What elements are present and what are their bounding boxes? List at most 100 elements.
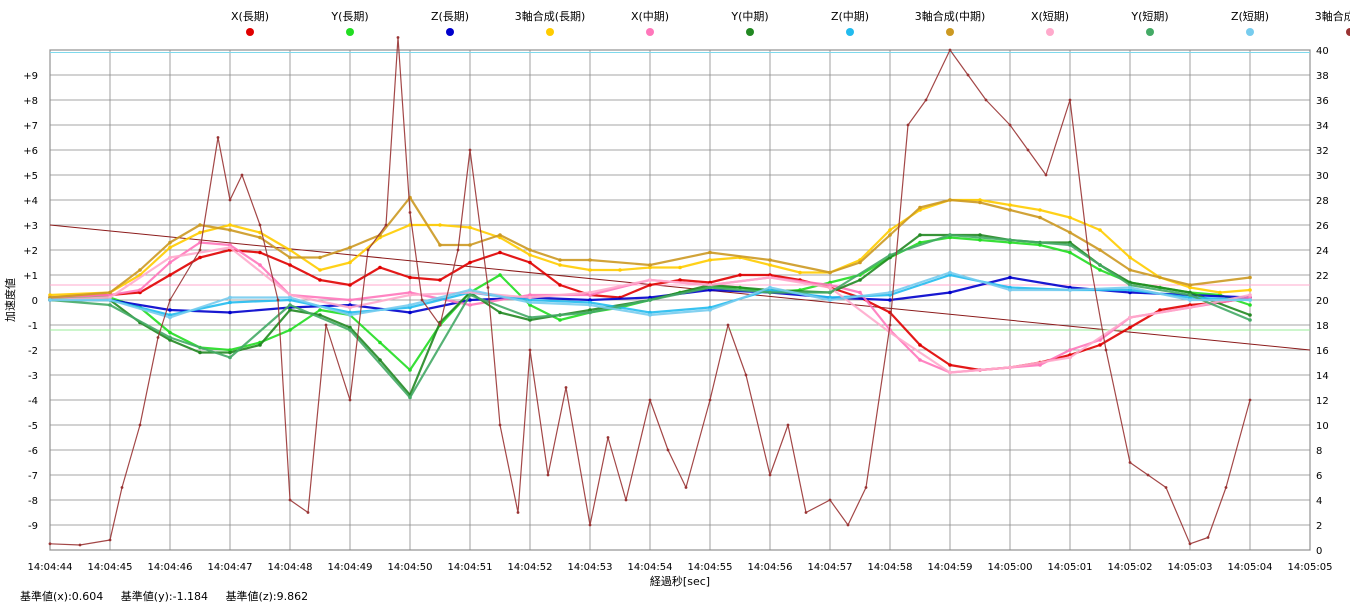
- data-point: [258, 343, 262, 347]
- data-point: [564, 386, 568, 389]
- x-tick-label: 14:04:59: [928, 562, 973, 573]
- data-point: [648, 265, 652, 270]
- data-point: [726, 323, 730, 327]
- legend-item: 3軸合成(長期): [490, 8, 610, 36]
- data-point: [120, 486, 124, 489]
- data-point: [288, 293, 292, 297]
- baseline-y-value: 基準値(y):-1.184: [120, 590, 209, 603]
- x-tick-label: 14:04:55: [688, 562, 733, 573]
- data-point: [1128, 290, 1132, 295]
- data-point: [558, 318, 562, 322]
- data-point: [228, 245, 232, 250]
- data-point: [618, 268, 622, 272]
- data-point: [828, 285, 832, 290]
- data-point: [978, 198, 982, 202]
- data-point: [858, 290, 862, 295]
- data-point: [288, 298, 292, 302]
- data-point: [468, 293, 472, 297]
- y-left-tick-label: -9: [28, 521, 38, 532]
- data-point: [228, 228, 232, 232]
- data-point: [1248, 298, 1252, 302]
- legend-label: Y(長期): [331, 10, 369, 23]
- data-point: [1128, 285, 1132, 290]
- legend-swatch: [1046, 28, 1054, 36]
- data-point: [828, 290, 832, 295]
- data-point: [648, 295, 652, 300]
- legend-swatch: [1246, 28, 1254, 36]
- legend-swatch: [746, 28, 754, 36]
- data-point: [48, 542, 52, 546]
- data-point: [768, 288, 772, 292]
- data-point: [648, 398, 652, 402]
- data-point: [228, 223, 232, 227]
- x-tick-label: 14:05:02: [1108, 562, 1153, 573]
- data-point: [288, 308, 292, 312]
- data-point: [828, 270, 832, 275]
- data-point: [456, 248, 460, 252]
- data-point: [1008, 208, 1012, 212]
- legend-swatch: [546, 28, 554, 36]
- data-point: [408, 303, 412, 307]
- data-point: [258, 223, 262, 227]
- data-point: [1218, 290, 1222, 295]
- y-axis-label: 加速度値: [3, 278, 17, 322]
- x-tick-label: 14:04:48: [268, 562, 313, 573]
- data-point: [306, 511, 310, 514]
- data-point: [348, 398, 352, 402]
- data-point: [528, 260, 532, 265]
- data-point: [168, 260, 172, 265]
- data-point: [348, 303, 352, 307]
- data-point: [48, 298, 52, 302]
- data-point: [168, 335, 172, 340]
- data-point: [744, 373, 748, 377]
- data-point: [1224, 486, 1228, 489]
- data-point: [1188, 303, 1192, 307]
- data-point: [228, 350, 232, 355]
- data-point: [498, 310, 502, 315]
- data-point: [1128, 255, 1132, 260]
- legend-label: 3軸合成(短期): [1314, 10, 1350, 23]
- y-left-tick-label: -2: [28, 346, 38, 357]
- data-point: [798, 270, 802, 275]
- data-point: [768, 275, 772, 280]
- y-right-tick-label: 40: [1316, 46, 1329, 57]
- data-point: [408, 211, 412, 214]
- data-point: [1068, 240, 1072, 245]
- data-point: [198, 230, 202, 235]
- data-point: [768, 258, 772, 262]
- data-point: [558, 258, 562, 262]
- data-point: [948, 363, 952, 367]
- y-right-tick-label: 12: [1316, 396, 1329, 407]
- data-point: [348, 245, 352, 250]
- data-point: [1248, 303, 1252, 307]
- data-point: [1038, 363, 1042, 367]
- data-point: [276, 298, 280, 302]
- data-point: [1248, 398, 1252, 402]
- data-point: [168, 240, 172, 245]
- data-point: [108, 298, 112, 302]
- x-tick-label: 14:04:58: [868, 562, 913, 573]
- data-point: [378, 340, 382, 345]
- legend-label: X(長期): [230, 10, 270, 23]
- data-point: [198, 223, 202, 227]
- data-point: [468, 288, 472, 292]
- legend-swatch: [646, 28, 654, 36]
- data-point: [318, 308, 322, 312]
- x-tick-label: 14:04:44: [28, 562, 73, 573]
- data-point: [108, 538, 112, 542]
- data-point: [1008, 123, 1012, 127]
- data-point: [966, 73, 970, 77]
- y-left-tick-label: -7: [28, 471, 38, 482]
- data-point: [978, 200, 982, 205]
- data-point: [648, 310, 652, 315]
- legend-swatch: [1346, 28, 1350, 36]
- data-point: [168, 338, 172, 342]
- data-point: [528, 300, 532, 305]
- data-point: [258, 230, 262, 235]
- data-point: [1008, 238, 1012, 242]
- y-right-tick-label: 16: [1316, 346, 1329, 357]
- data-point: [588, 523, 592, 527]
- y-left-tick-label: -6: [28, 446, 38, 457]
- data-point: [108, 295, 112, 300]
